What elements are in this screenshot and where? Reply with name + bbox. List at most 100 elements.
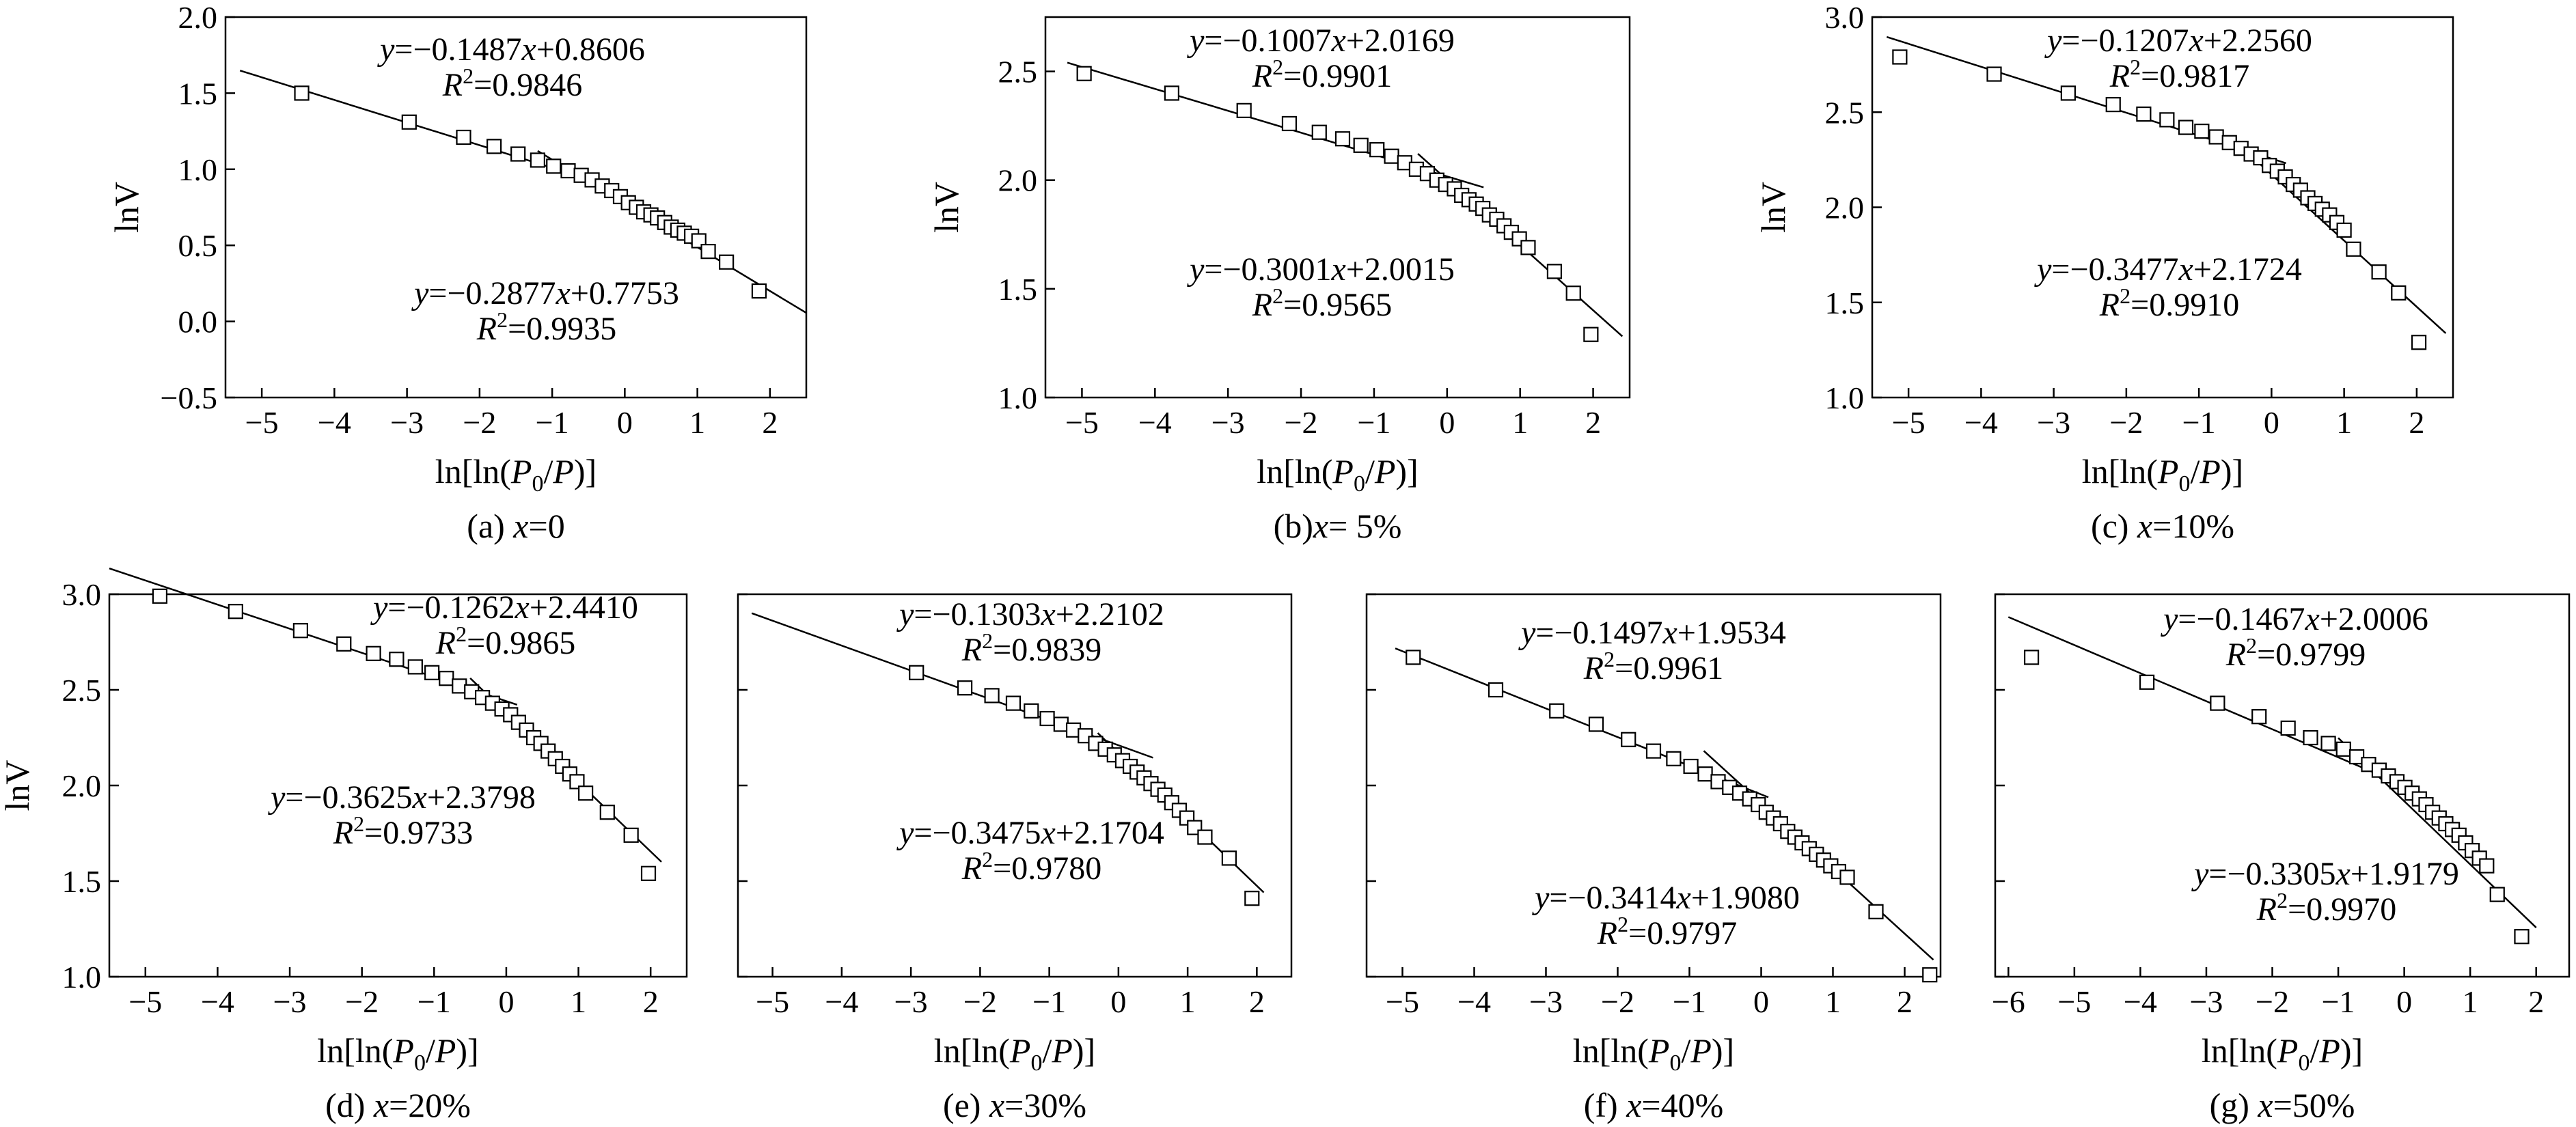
data-point (1164, 85, 1179, 101)
fit-equation-1: y=−0.1497x+1.9534 (1518, 615, 1786, 651)
chart-panel-f: −5 −4 −3 −2 −1 0 1 2 ln[ln(P0/P)] (f) x=40% y=−0.1… (1365, 593, 1942, 1124)
x-tick-label: −2 (963, 984, 997, 1019)
fit-equation-1: y=−0.1007x+2.0169 (1186, 23, 1455, 59)
x-tick-label: −3 (2189, 984, 2223, 1019)
data-point (1868, 904, 1884, 919)
data-point (984, 688, 1000, 704)
x-tick-label: 1 (689, 405, 705, 440)
data-point (640, 865, 657, 881)
x-tick-label: 2 (643, 984, 659, 1019)
x-tick-label: −5 (1386, 984, 1419, 1019)
data-point (578, 785, 594, 801)
y-tick-label: 1.0 (178, 152, 218, 187)
data-point (2060, 85, 2076, 101)
data-point (424, 665, 440, 680)
data-point (1076, 66, 1092, 81)
x-axis-label: ln[ln(P0/P)] (317, 1031, 478, 1076)
chart-panel-g: −6 −5 −4 −3 −2 −1 0 1 2 ln[ln(P0/P)] (g) x=50% y=−0… (1992, 593, 2571, 1124)
x-tick-label: −4 (2124, 984, 2157, 1019)
data-point (1583, 326, 1599, 342)
data-point (439, 671, 454, 686)
x-tick-label: 2 (1585, 405, 1601, 440)
x-axis-label: ln[ln(P0/P)] (435, 452, 597, 497)
data-point (1892, 49, 1908, 65)
data-point (336, 636, 352, 652)
data-point (1236, 102, 1252, 118)
data-point (1645, 743, 1662, 759)
x-tick-label: −1 (1032, 984, 1066, 1019)
data-point (2391, 285, 2407, 301)
panel-caption: (g) x=50% (2210, 1086, 2355, 1124)
data-point (1986, 66, 2002, 82)
data-point (1369, 142, 1385, 158)
chart-panel-d: −5 −4 −3 −2 −1 0 1 2 1.0 1.5 2.0 2.5 3.0 lnV ln[ln(P0/… (0, 567, 688, 1124)
x-tick-label: 2 (1249, 984, 1265, 1019)
r-squared-2: R2=0.9565 (1252, 283, 1392, 323)
data-point (2178, 120, 2194, 135)
y-tick-label: −0.5 (161, 380, 217, 415)
data-point (1488, 682, 1504, 698)
y-tick-label: 2.5 (1825, 95, 1865, 130)
x-tick-label: 1 (2463, 984, 2478, 1019)
x-tick-label: −1 (1673, 984, 1706, 1019)
data-point (292, 623, 309, 639)
r-squared-1: R2=0.9901 (1252, 55, 1392, 94)
data-point (1384, 148, 1399, 164)
x-tick-label: −3 (273, 984, 307, 1019)
r-squared-2: R2=0.9935 (476, 307, 616, 347)
x-tick-label: 0 (2264, 405, 2279, 440)
x-tick-label: 0 (1439, 405, 1455, 440)
data-point (2105, 97, 2121, 113)
data-point (294, 85, 310, 101)
chart-panel-b: −5 −4 −3 −2 −1 0 1 2 1.0 1.5 2.0 2.5 lnV ln[ln(P0/P)]… (927, 16, 1631, 545)
data-point (2335, 741, 2351, 757)
data-point (366, 645, 381, 661)
x-tick-label: −2 (345, 984, 379, 1019)
data-point (2411, 335, 2427, 350)
chart-panel-a: −5 −4 −3 −2 −1 0 1 2 −0.5 0.0 0.5 1.0 1.5 2.0 lnV ln[ln… (107, 0, 808, 545)
x-tick-label: −3 (1211, 405, 1245, 440)
x-axis-label: ln[ln(P0/P)] (1573, 1031, 1734, 1076)
fit-line-1 (2008, 616, 2405, 786)
x-tick-label: 1 (2336, 405, 2352, 440)
data-point (407, 659, 423, 675)
data-point (2371, 264, 2387, 280)
data-point (456, 129, 471, 145)
x-tick-label: −1 (536, 405, 569, 440)
x-tick-label: 1 (1512, 405, 1528, 440)
data-point (1311, 124, 1327, 140)
x-tick-label: −4 (1964, 405, 1998, 440)
y-tick-label: 1.5 (1825, 286, 1865, 320)
data-point (401, 114, 417, 130)
y-tick-label: 2.0 (62, 768, 102, 803)
data-point (2320, 736, 2336, 751)
x-tick-label: −3 (390, 405, 424, 440)
data-point (599, 805, 615, 820)
data-point (1546, 264, 1563, 279)
data-point (2349, 749, 2365, 765)
fit-equation-2: y=−0.3305x+1.9179 (2191, 856, 2459, 892)
data-point (1588, 716, 1604, 732)
panel-caption: (a) x=0 (467, 507, 564, 545)
fit-equation-2: y=−0.3475x+2.1704 (896, 815, 1164, 851)
r-squared-1: R2=0.9846 (442, 64, 582, 103)
r-squared-2: R2=0.9733 (333, 811, 473, 851)
r-squared-2: R2=0.9780 (961, 847, 1101, 887)
x-tick-label: 0 (1753, 984, 1769, 1019)
x-axis-label: ln[ln(P0/P)] (934, 1031, 1095, 1076)
data-point (1666, 751, 1682, 766)
data-point (2208, 129, 2224, 145)
chart-panel-c: −5 −4 −3 −2 −1 0 1 2 1.0 1.5 2.0 2.5 3.0 lnV ln[ln(P0/… (1754, 0, 2454, 545)
panel-caption: (e) x=30% (943, 1086, 1086, 1124)
r-squared-1: R2=0.9865 (435, 622, 575, 661)
data-point (2194, 124, 2210, 139)
r-squared-1: R2=0.9817 (2109, 55, 2249, 94)
data-point (1565, 286, 1581, 301)
data-point (560, 163, 576, 179)
x-tick-label: 1 (571, 984, 586, 1019)
x-tick-label: −3 (2037, 405, 2070, 440)
data-point (1549, 703, 1565, 719)
data-point (700, 244, 716, 260)
data-point (2514, 929, 2530, 945)
